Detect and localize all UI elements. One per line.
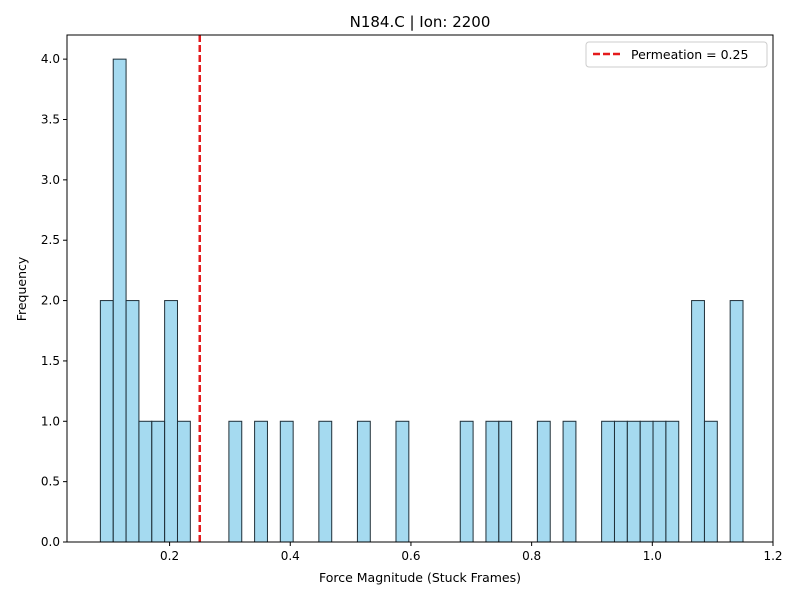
histogram-bar: [729, 300, 744, 543]
histogram-bar: [125, 300, 140, 543]
histogram-bar: [626, 420, 641, 543]
legend-label: Permeation = 0.25: [631, 47, 748, 62]
histogram-bar: [613, 420, 628, 543]
x-tick-label: 1.2: [763, 549, 782, 563]
x-axis-label: Force Magnitude (Stuck Frames): [319, 570, 521, 585]
x-tick-label: 0.4: [281, 549, 300, 563]
x-tick-label: 0.6: [401, 549, 420, 563]
y-tick-label: 2.5: [41, 233, 60, 247]
histogram-bar: [601, 420, 615, 543]
histogram-bar: [395, 420, 410, 543]
x-axis-ticks: 0.2 0.4 0.6 0.8 1.0 1.2: [160, 542, 783, 563]
histogram-bar: [99, 300, 114, 543]
y-tick-label: 0.0: [41, 535, 60, 549]
histogram-bar: [112, 58, 127, 543]
y-tick-label: 4.0: [41, 52, 60, 66]
histogram-bar: [665, 420, 680, 543]
legend-box: [585, 41, 768, 68]
histogram-bar: [176, 420, 191, 543]
x-tick-label: 1.0: [643, 549, 662, 563]
y-tick-label: 1.0: [41, 414, 60, 428]
histogram-bar: [318, 420, 333, 543]
histogram-bar: [279, 420, 294, 543]
y-tick-label: 1.5: [41, 354, 60, 368]
histogram-bar: [459, 420, 474, 543]
histogram-bar: [485, 420, 500, 543]
histogram-bar: [652, 420, 667, 543]
y-tick-label: 2.0: [41, 294, 60, 308]
histogram-bar: [228, 420, 243, 543]
histogram-bar: [691, 300, 705, 543]
y-axis-ticks: 0.0 0.5 1.0 1.5 2.0 2.5 3.0 3.5 4.0: [41, 52, 67, 549]
histogram-bar: [703, 420, 718, 543]
histogram-bar: [536, 420, 551, 543]
histogram-bar: [138, 420, 153, 543]
histogram-bar: [498, 420, 513, 543]
chart-title: N184.C | Ion: 2200: [350, 13, 491, 31]
y-tick-label: 3.5: [41, 113, 60, 127]
legend: Permeation = 0.25: [585, 41, 768, 68]
histogram-bars: [99, 58, 744, 543]
histogram-bar: [254, 420, 268, 543]
y-axis-label: Frequency: [14, 256, 29, 321]
x-tick-label: 0.8: [522, 549, 541, 563]
y-tick-label: 0.5: [41, 475, 60, 489]
histogram-bar: [639, 420, 654, 543]
histogram-bar: [164, 300, 178, 543]
histogram-bar: [151, 420, 166, 543]
histogram-bar: [562, 420, 577, 543]
x-tick-label: 0.2: [160, 549, 179, 563]
histogram-bar: [356, 420, 371, 543]
plot-frame: [66, 34, 774, 543]
y-tick-label: 3.0: [41, 173, 60, 187]
